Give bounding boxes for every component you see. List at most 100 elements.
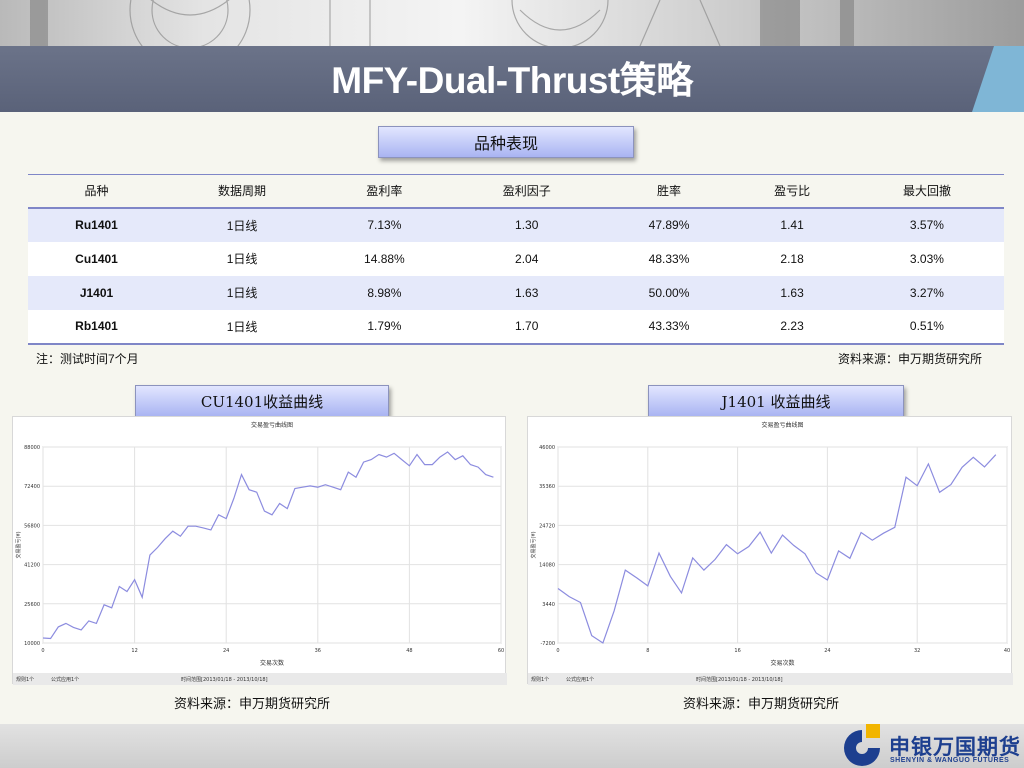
column-header: 最大回撤 bbox=[849, 174, 1004, 209]
table-cell: 0.51% bbox=[849, 309, 1004, 345]
table-cell: 2.23 bbox=[734, 309, 850, 345]
y-tick-label: 88000 bbox=[24, 445, 40, 451]
column-header: 盈亏比 bbox=[734, 174, 850, 209]
y-tick-label: -7200 bbox=[540, 641, 555, 647]
chart-footer-text: 时间范围[2013/01/18 - 2013/10/18] bbox=[696, 676, 783, 683]
y-tick-label: 72400 bbox=[24, 484, 40, 490]
table-cell: 3.57% bbox=[849, 207, 1004, 242]
chart-footer-text: 公式应用1个 bbox=[566, 676, 594, 683]
table-cell: 3.27% bbox=[849, 275, 1004, 310]
x-tick-label: 24 bbox=[824, 648, 830, 654]
chart-title: 交易盈亏曲线图 bbox=[761, 421, 803, 429]
performance-table: 品种 数据周期 盈利率 盈利因子 胜率 盈亏比 最大回撤 Ru1401 1日线 … bbox=[28, 174, 1004, 345]
y-tick-label: 56800 bbox=[24, 523, 40, 529]
j-chart-source: 资料来源：申万期货研究所 bbox=[683, 696, 840, 711]
chart-footer-bar bbox=[528, 673, 1013, 685]
table-cell: 2.04 bbox=[449, 241, 604, 276]
table-cell: 1.79% bbox=[319, 309, 450, 345]
table-row: Cu1401 1日线 14.88% 2.04 48.33% 2.18 3.03% bbox=[28, 241, 1004, 276]
table-cell: 8.98% bbox=[319, 275, 450, 310]
x-axis-label: 交易次数 bbox=[770, 659, 794, 667]
x-tick-label: 36 bbox=[315, 648, 321, 654]
company-logo bbox=[838, 722, 1024, 768]
logo-subtitle: SHENYIN & WANGUO FUTURES bbox=[890, 757, 1010, 764]
chart-title: 交易盈亏曲线图 bbox=[251, 421, 293, 429]
table-cell: 1.63 bbox=[449, 275, 604, 310]
column-header: 盈利因子 bbox=[449, 174, 604, 209]
table-cell: J1401 bbox=[28, 275, 166, 310]
x-tick-label: 16 bbox=[734, 648, 740, 654]
table-cell: 3.03% bbox=[849, 241, 1004, 276]
series-line bbox=[557, 454, 997, 644]
table-cell: 1.30 bbox=[449, 207, 604, 242]
table-cell: 43.33% bbox=[603, 309, 735, 345]
table-section-label: 品种表现 bbox=[378, 126, 634, 158]
x-tick-label: 0 bbox=[556, 648, 559, 654]
table-cell: 1.63 bbox=[734, 275, 850, 310]
table-cell: 47.89% bbox=[603, 207, 735, 242]
y-tick-label: 3440 bbox=[542, 602, 555, 608]
j-chart-panel: -7200 3440 14080 24720 35360 46000 0 8 16 24 32 40 交… bbox=[527, 416, 1013, 685]
title-accent bbox=[972, 46, 1024, 112]
x-tick-label: 24 bbox=[223, 648, 229, 654]
series-line bbox=[42, 451, 494, 640]
title-bar bbox=[0, 46, 1024, 112]
y-tick-label: 14080 bbox=[539, 563, 555, 569]
x-tick-label: 48 bbox=[406, 648, 412, 654]
table-row: J1401 1日线 8.98% 1.63 50.00% 1.63 3.27% bbox=[28, 275, 1004, 310]
table-cell: 1日线 bbox=[165, 309, 320, 345]
table-cell: 1.41 bbox=[734, 207, 850, 242]
logo-name: 申银万国期货 bbox=[889, 736, 1021, 759]
table-cell: 7.13% bbox=[319, 207, 450, 242]
y-tick-label: 46000 bbox=[539, 445, 555, 451]
table-cell: Cu1401 bbox=[28, 241, 166, 276]
y-tick-label: 35360 bbox=[539, 484, 555, 490]
j-chart-label: J1401 收益曲线 bbox=[648, 385, 904, 417]
table-row: Rb1401 1日线 1.79% 1.70 43.33% 2.23 0.51% bbox=[28, 309, 1004, 345]
chart-footer-text: 时间范围[2013/01/18 - 2013/10/18] bbox=[181, 676, 268, 683]
j-equity-chart: -7200 3440 14080 24720 35360 46000 0 8 16 24 32 40 交… bbox=[528, 421, 1013, 685]
table-cell: 1.70 bbox=[449, 309, 604, 345]
table-cell: 1日线 bbox=[165, 275, 320, 310]
x-tick-label: 12 bbox=[131, 648, 137, 654]
y-tick-label: 24720 bbox=[539, 523, 555, 529]
column-header: 数据周期 bbox=[165, 174, 320, 209]
logo-mark-icon bbox=[844, 724, 880, 766]
cu-chart-panel: 10000 25600 41200 56800 72400 88000 0 12 24 36 48 6… bbox=[12, 416, 507, 685]
table-cell: 14.88% bbox=[319, 241, 450, 276]
table-cell: 1日线 bbox=[165, 207, 320, 242]
table-cell: 50.00% bbox=[603, 275, 735, 310]
chart-footer-text: 规则1个 bbox=[16, 676, 34, 683]
table-cell: 48.33% bbox=[603, 241, 735, 276]
x-tick-label: 0 bbox=[41, 648, 44, 654]
table-source-note: 资料来源：申万期货研究所 bbox=[837, 352, 982, 366]
chart-footer-bar bbox=[13, 673, 507, 685]
table-row: Ru1401 1日线 7.13% 1.30 47.89% 1.41 3.57% bbox=[28, 207, 1004, 242]
y-axis-label: 交易盈亏(¥) bbox=[530, 531, 537, 558]
table-header-row: 品种 数据周期 盈利率 盈利因子 胜率 盈亏比 最大回撤 bbox=[28, 174, 1004, 209]
y-axis-label: 交易盈亏(¥) bbox=[15, 531, 22, 558]
x-tick-label: 60 bbox=[498, 648, 504, 654]
column-header: 品种 bbox=[28, 174, 166, 209]
column-header: 胜率 bbox=[603, 174, 735, 209]
chart-footer-text: 公式应用1个 bbox=[51, 676, 79, 683]
table-cell: 1日线 bbox=[165, 241, 320, 276]
cu-equity-chart: 10000 25600 41200 56800 72400 88000 0 12 24 36 48 6… bbox=[13, 421, 507, 685]
x-tick-label: 8 bbox=[646, 648, 649, 654]
y-tick-label: 10000 bbox=[24, 641, 40, 647]
x-tick-label: 40 bbox=[1004, 648, 1010, 654]
table-cell: Rb1401 bbox=[28, 309, 166, 345]
x-axis-label: 交易次数 bbox=[260, 659, 284, 667]
page-title: MFY-Dual-Thrust策略 bbox=[331, 60, 693, 101]
plot-area bbox=[557, 446, 1008, 644]
chart-footer-text: 规则1个 bbox=[531, 676, 549, 683]
column-header: 盈利率 bbox=[319, 174, 450, 209]
table-cell: 2.18 bbox=[734, 241, 850, 276]
table-cell: Ru1401 bbox=[28, 207, 166, 242]
cu-chart-source: 资料来源：申万期货研究所 bbox=[174, 696, 331, 711]
cu-chart-label: CU1401收益曲线 bbox=[135, 385, 389, 417]
x-tick-label: 32 bbox=[914, 648, 920, 654]
y-tick-label: 41200 bbox=[24, 563, 40, 569]
y-tick-label: 25600 bbox=[24, 602, 40, 608]
plot-area bbox=[42, 446, 502, 644]
